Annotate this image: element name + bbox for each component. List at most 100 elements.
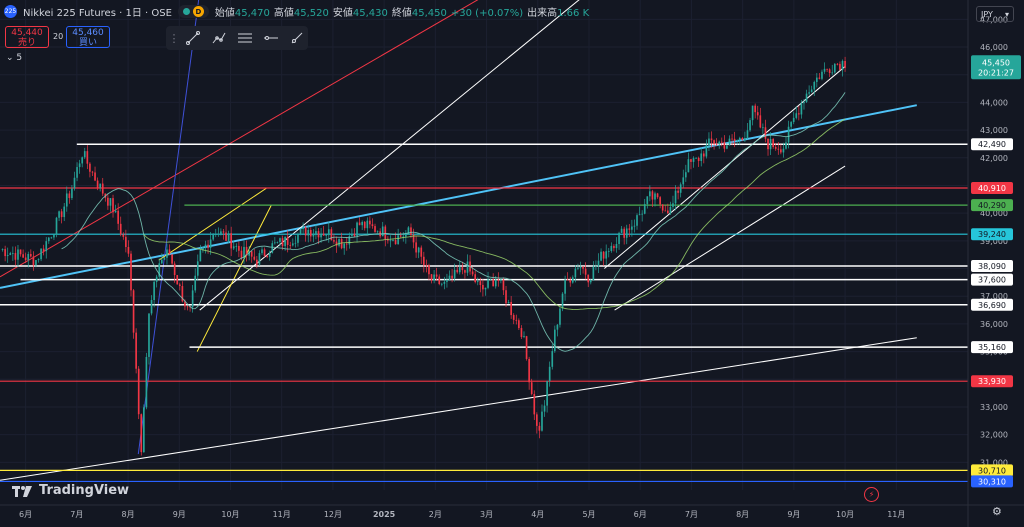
candle-body — [623, 228, 626, 238]
horizontal-lines-tool-icon[interactable] — [234, 28, 256, 48]
candle-body — [844, 60, 846, 68]
candle-body — [813, 81, 816, 90]
candle-body — [330, 229, 333, 241]
status-pill[interactable]: D — [177, 5, 209, 18]
candle-body — [171, 254, 173, 264]
candle-body — [384, 226, 387, 239]
ray-tool-icon[interactable] — [286, 28, 308, 48]
candle-body — [646, 196, 649, 205]
level-label: 42,490 — [978, 140, 1006, 149]
candle-body — [500, 279, 502, 281]
candle-body — [584, 268, 587, 275]
candle-body — [196, 261, 199, 276]
candle-body — [130, 253, 132, 291]
candle-body — [697, 157, 700, 161]
tradingview-logo[interactable]: TradingView — [12, 483, 129, 498]
candle-body — [643, 204, 646, 214]
ohlc-value: 45,430 — [352, 8, 388, 19]
candle-body — [530, 382, 533, 395]
level-label-bg — [971, 375, 1013, 388]
candle-body — [371, 224, 374, 227]
flash-icon[interactable]: ⚡ — [864, 487, 879, 502]
candle-body — [291, 243, 294, 246]
candle-body — [564, 279, 566, 294]
candle-body — [325, 235, 328, 236]
candle-body — [366, 220, 369, 229]
candle-body — [158, 263, 161, 277]
candle-body — [230, 233, 233, 249]
currency-label: JPY — [981, 9, 993, 19]
candle-body — [541, 411, 543, 431]
level-label-bg — [971, 464, 1013, 477]
symbol-logo-icon[interactable]: 225 — [4, 5, 17, 18]
candle-body — [718, 141, 721, 145]
time-tick-label: 7月 — [70, 510, 83, 519]
horizontal-ray-tool-icon[interactable] — [260, 28, 282, 48]
candle-body — [587, 274, 590, 283]
candle-body — [772, 139, 774, 147]
candle-body — [815, 77, 818, 82]
symbol-title[interactable]: Nikkei 225 Futures · 1日 · OSE — [23, 8, 172, 19]
candle-body — [679, 184, 682, 193]
sell-button[interactable]: 45,440 売り — [5, 26, 49, 48]
candle-body — [738, 137, 741, 141]
time-tick-label: 8月 — [121, 510, 134, 519]
candle-body — [402, 236, 405, 238]
multi-point-tool-icon[interactable] — [208, 28, 230, 48]
candle-body — [135, 332, 137, 369]
candle-body — [304, 227, 307, 236]
indicators-toggle[interactable]: ⌄ 5 — [6, 53, 22, 63]
candle-body — [659, 197, 661, 205]
time-axis[interactable]: 6月 7月 8月 9月 10月 11月 12月 2025 2月 3月 4月 5月 6月 7月 8月 9月 10月… — [0, 504, 1024, 519]
candle-body — [320, 233, 322, 238]
candle-body — [577, 267, 579, 269]
time-tick-label: 3月 — [480, 510, 493, 519]
candle-body — [651, 191, 654, 200]
candle-body — [800, 103, 803, 115]
candle-body — [119, 223, 122, 235]
trendline-tool-icon[interactable] — [182, 28, 204, 48]
time-tick-label: 9月 — [787, 510, 800, 519]
candle-body — [512, 315, 515, 320]
drag-handle-icon[interactable]: ⋮ — [168, 31, 180, 45]
candle-body — [592, 266, 595, 281]
candle-body — [520, 328, 523, 337]
candle-body — [638, 214, 641, 216]
candle-body — [769, 139, 772, 150]
candle-body — [692, 158, 695, 162]
candle-body — [430, 274, 433, 281]
candle-body — [140, 414, 143, 453]
currency-selector[interactable]: JPY ▾ — [976, 6, 1014, 22]
candle-body — [415, 242, 417, 253]
ohlc-value: 45,450 — [411, 8, 447, 19]
candle-body — [199, 250, 202, 262]
candle-body — [27, 253, 30, 261]
candle-body — [245, 246, 248, 256]
candle-body — [443, 281, 446, 284]
gear-icon[interactable]: ⚙ — [992, 505, 1002, 518]
candle-body — [253, 256, 256, 260]
candle-body — [268, 252, 271, 257]
candle-body — [410, 227, 412, 236]
candle-body — [744, 138, 746, 141]
candle-body — [122, 234, 125, 237]
candle-body — [327, 229, 330, 236]
price-tick-label: 40,000 — [980, 209, 1008, 218]
candle-body — [232, 246, 235, 249]
candle-body — [148, 313, 150, 357]
candle-body — [297, 234, 299, 243]
candle-body — [474, 274, 477, 283]
spread-value: 20 — [53, 32, 64, 41]
candle-body — [595, 266, 597, 268]
candle-body — [451, 275, 453, 279]
candle-body — [227, 233, 230, 241]
candle-body — [340, 238, 343, 249]
ohlc-readout: 始値45,470 高値45,520 安値45,430 終値45,450 +30 (+0.… — [215, 4, 593, 19]
ohlc-key: 安値 — [332, 8, 353, 19]
candle-body — [780, 149, 782, 153]
candle-body — [281, 238, 284, 247]
buy-button[interactable]: 45,460 買い — [66, 26, 110, 48]
level-label-bg — [971, 341, 1013, 354]
candle-body — [479, 281, 482, 285]
